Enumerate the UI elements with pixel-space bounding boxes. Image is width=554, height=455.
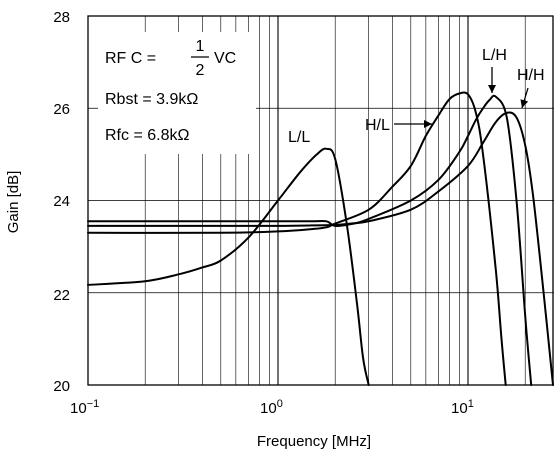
series-label-h-l: H/L <box>365 117 390 134</box>
rfc-fraction-denominator: 2 <box>196 62 205 79</box>
x-tick-label-1: 100 <box>260 398 283 417</box>
series-group <box>87 91 554 386</box>
rfc-suffix: VC <box>214 50 236 67</box>
y-tick-label-26: 26 <box>53 101 70 118</box>
series-label-l-h: L/H <box>482 47 507 64</box>
y-tick-label-22: 22 <box>53 287 70 304</box>
plot-frame <box>87 15 554 386</box>
rfc-fraction-numerator: 1 <box>196 38 205 55</box>
x-axis-title: Frequency [MHz] <box>257 433 371 450</box>
y-tick-label-20: 20 <box>53 378 70 395</box>
series-line-l-l <box>87 147 370 386</box>
annotation-box <box>98 32 256 154</box>
rbst-annotation: Rbst = 3.9kΩ <box>105 91 198 108</box>
y-axis-title: Gain [dB] <box>5 171 22 234</box>
series-label-arrowhead <box>520 99 529 108</box>
series-line-l-h <box>87 94 533 386</box>
series-line-h-h <box>87 111 554 386</box>
series-label-h-h: H/H <box>517 67 545 84</box>
series-label-arrowhead <box>488 85 496 93</box>
rfc-annotation: Rfc = 6.8kΩ <box>105 127 189 144</box>
x-tick-label-0.1: 10−1 <box>70 398 99 417</box>
series-label-arrowhead <box>424 120 432 128</box>
y-tick-label-24: 24 <box>53 193 70 210</box>
y-tick-label-28: 28 <box>53 9 70 26</box>
x-tick-label-10: 101 <box>451 398 474 417</box>
series-label-l-l: L/L <box>288 129 310 146</box>
rfc-prefix: RF C = <box>105 50 156 67</box>
series-line-h-l <box>87 91 507 386</box>
series-labels: L/L H/L L/H H/H <box>288 47 545 146</box>
